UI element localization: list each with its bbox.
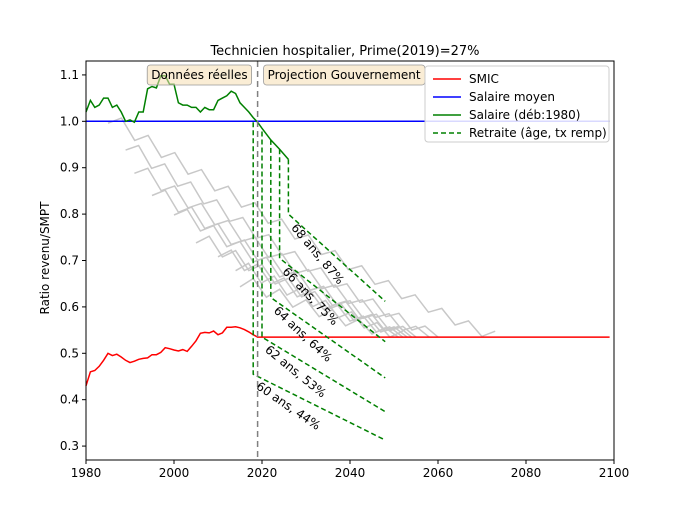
y-tick-label: 0.8: [60, 207, 79, 221]
background-curve: [107, 117, 496, 338]
pension-annotations: 60 ans, 44%62 ans, 53%64 ans, 64%66 ans,…: [254, 221, 347, 433]
background-curve: [239, 277, 399, 338]
region-labels: Données réelles Projection Gouvernement: [146, 64, 426, 86]
y-axis-ticks: 0.3 0.4 0.5 0.6 0.7 0.8 0.9 1.0 1.1: [60, 68, 86, 453]
background-curve: [195, 235, 408, 338]
series-line: [85, 326, 610, 387]
legend: SMIC Salaire moyen Salaire (déb:1980) Retra…: [424, 65, 610, 143]
region-label: Projection Gouvernement: [268, 68, 421, 82]
legend-box: [424, 65, 610, 143]
x-tick-label: 2060: [423, 466, 454, 480]
y-tick-label: 1.1: [60, 68, 79, 82]
region-label: Données réelles: [151, 68, 247, 82]
x-axis-ticks: 1980 2000 2020 2040 2060 2080 2100: [71, 460, 630, 480]
pension-line: [278, 149, 386, 343]
x-tick-label: 2000: [159, 466, 190, 480]
y-tick-label: 0.3: [60, 439, 79, 453]
series-line: [85, 75, 289, 160]
region-label-box: [146, 64, 253, 86]
background-curves: [107, 117, 496, 339]
x-tick-label: 2020: [247, 466, 278, 480]
pension-line: [261, 131, 386, 413]
pension-line: [270, 139, 386, 379]
background-curve: [235, 262, 404, 339]
legend-label: Retraite (âge, tx remp): [469, 126, 607, 140]
y-tick-label: 0.6: [60, 300, 79, 314]
legend-label: Salaire (déb:1980): [469, 108, 580, 122]
background-curve: [134, 167, 430, 338]
background-curve: [125, 144, 439, 338]
pension-line: [287, 159, 386, 302]
legend-label: Salaire moyen: [469, 90, 555, 104]
x-tick-label: 2080: [511, 466, 542, 480]
y-axis-label: Ratio revenu/SMPT: [38, 201, 52, 315]
x-tick-label: 2040: [335, 466, 366, 480]
background-curve: [217, 249, 404, 338]
background-curve: [173, 208, 413, 338]
y-tick-label: 0.7: [60, 254, 79, 268]
series-lines: [85, 75, 610, 441]
y-tick-label: 0.5: [60, 346, 79, 360]
y-tick-label: 0.4: [60, 393, 79, 407]
y-tick-label: 0.9: [60, 161, 79, 175]
x-tick-label: 1980: [71, 466, 102, 480]
pension-line: [252, 122, 386, 441]
y-tick-label: 1.0: [60, 114, 79, 128]
chart-title: Technicien hospitalier, Prime(2019)=27%: [209, 44, 479, 59]
legend-label: SMIC: [469, 72, 499, 86]
x-tick-label: 2100: [599, 466, 630, 480]
